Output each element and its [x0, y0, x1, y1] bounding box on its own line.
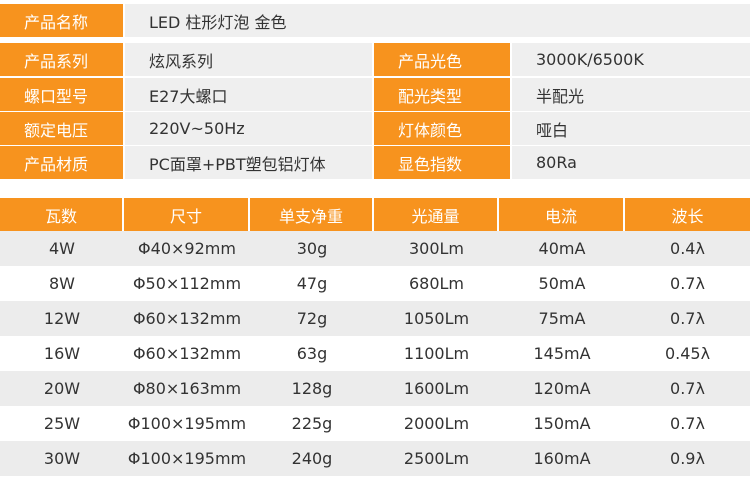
spec-value: 220V~50Hz [125, 112, 372, 145]
table-cell: 8W [49, 274, 75, 293]
table-cell: 40mA [499, 231, 625, 266]
table-cell: 2000Lm [403, 414, 470, 433]
table-cell: 30g [250, 231, 374, 266]
table-cell: 0.7λ [625, 301, 750, 336]
table-cell: Φ60×132mm [132, 344, 242, 363]
table-cell: 225g [291, 414, 333, 433]
table-cell: 2500Lm [374, 441, 499, 476]
table-cell: 680Lm [408, 274, 465, 293]
table-cell: 240g [250, 441, 374, 476]
table-cell: 1050Lm [374, 301, 499, 336]
table-header: 尺寸 [124, 198, 248, 231]
table-cell: 75mA [499, 301, 625, 336]
table-cell: 160mA [499, 441, 625, 476]
table-cell: 0.9λ [625, 441, 750, 476]
table-cell: Φ80×163mm [124, 371, 250, 406]
table-cell: 0.7λ [670, 414, 705, 433]
spec-label: 产品材质 [0, 146, 123, 179]
table-header: 波长 [625, 198, 750, 231]
table-cell: 30W [0, 441, 124, 476]
table-cell: 0.7λ [625, 371, 750, 406]
table-cell: 0.7λ [670, 274, 705, 293]
table-header: 电流 [499, 198, 623, 231]
table-cell: 25W [43, 414, 81, 433]
table-cell: Φ60×132mm [124, 301, 250, 336]
table-cell: Φ100×195mm [124, 441, 250, 476]
table-cell: 72g [250, 301, 374, 336]
table-cell: 300Lm [374, 231, 499, 266]
table-cell: 128g [250, 371, 374, 406]
spec-label: 灯体颜色 [374, 112, 510, 145]
table-cell: Φ40×92mm [124, 231, 250, 266]
table-cell: 120mA [499, 371, 625, 406]
table-cell: 4W [0, 231, 124, 266]
spec-label: 配光类型 [374, 78, 510, 111]
spec-label: 产品光色 [374, 43, 510, 76]
spec-label: 额定电压 [0, 112, 123, 145]
spec-value: 80Ra [512, 146, 750, 179]
spec-value: E27大螺口 [125, 78, 372, 111]
spec-label: 产品名称 [0, 4, 123, 37]
table-cell: 12W [0, 301, 124, 336]
spec-label: 显色指数 [374, 146, 510, 179]
spec-label: 螺口型号 [0, 78, 123, 111]
table-cell: 20W [0, 371, 124, 406]
table-header: 瓦数 [0, 198, 122, 231]
spec-value: LED 柱形灯泡 金色 [125, 4, 750, 37]
table-cell: 0.45λ [664, 344, 711, 363]
table-cell: 50mA [538, 274, 586, 293]
spec-value: PC面罩+PBT塑包铝灯体 [125, 146, 372, 179]
table-header: 光通量 [374, 198, 497, 231]
table-cell: 145mA [533, 344, 591, 363]
table-cell: Φ100×195mm [127, 414, 247, 433]
table-cell: 1600Lm [374, 371, 499, 406]
spec-value: 炫风系列 [125, 43, 372, 76]
table-header: 单支净重 [250, 198, 372, 231]
spec-value: 哑白 [512, 112, 750, 145]
spec-value: 半配光 [512, 78, 750, 111]
spec-value: 3000K/6500K [512, 43, 750, 76]
table-cell: 150mA [533, 414, 591, 433]
table-cell: 1100Lm [403, 344, 470, 363]
table-cell: Φ50×112mm [132, 274, 242, 293]
table-cell: 0.4λ [625, 231, 750, 266]
table-cell: 63g [296, 344, 328, 363]
table-cell: 16W [43, 344, 81, 363]
spec-label: 产品系列 [0, 43, 123, 76]
table-cell: 47g [296, 274, 328, 293]
